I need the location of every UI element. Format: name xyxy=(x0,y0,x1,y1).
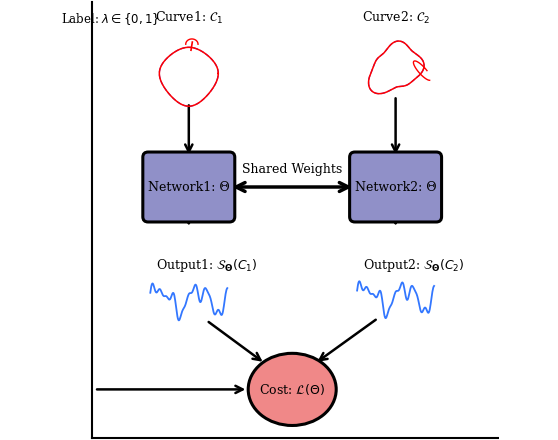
Text: Output2: $\mathcal{S}_{\mathbf{\Theta}}(C_2)$: Output2: $\mathcal{S}_{\mathbf{\Theta}}(… xyxy=(363,257,464,275)
Text: Shared Weights: Shared Weights xyxy=(242,163,342,176)
Text: Network2: Θ: Network2: Θ xyxy=(355,180,436,194)
Text: Curve1: $\mathcal{C}_1$: Curve1: $\mathcal{C}_1$ xyxy=(155,10,223,26)
Text: Curve2: $\mathcal{C}_2$: Curve2: $\mathcal{C}_2$ xyxy=(362,10,430,26)
FancyBboxPatch shape xyxy=(143,152,235,222)
Text: Network1: Θ: Network1: Θ xyxy=(148,180,230,194)
Ellipse shape xyxy=(248,353,336,425)
Text: Cost: $\mathcal{L}(\Theta)$: Cost: $\mathcal{L}(\Theta)$ xyxy=(259,382,325,397)
Text: Label: $\lambda \in \{0, 1\}$: Label: $\lambda \in \{0, 1\}$ xyxy=(61,11,160,27)
Text: Output1: $\mathcal{S}_{\mathbf{\Theta}}(C_1)$: Output1: $\mathcal{S}_{\mathbf{\Theta}}(… xyxy=(156,257,257,275)
FancyBboxPatch shape xyxy=(350,152,441,222)
